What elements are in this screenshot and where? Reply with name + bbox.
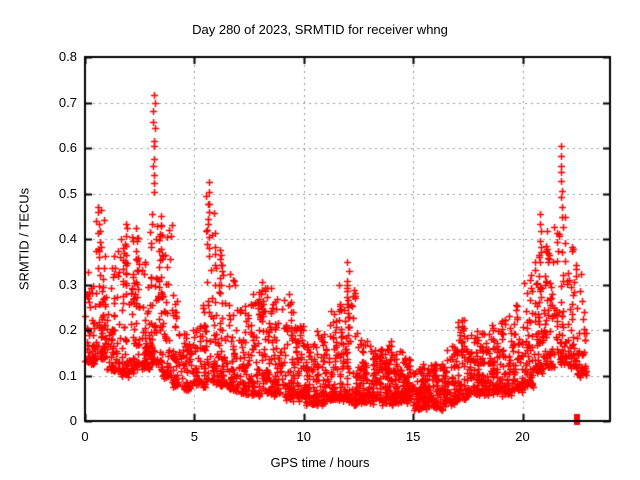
y-tick-label: 0.3 [58, 276, 77, 292]
x-tick-label: 15 [405, 429, 421, 444]
x-tick-label: 10 [296, 429, 311, 444]
y-tick-label: 0.2 [58, 322, 77, 337]
chart-title: Day 280 of 2023, SRMTID for receiver whn… [192, 22, 448, 37]
y-tick-label: 0.6 [58, 140, 77, 155]
x-axis-label: GPS time / hours [270, 455, 370, 470]
x-tick-label: 0 [81, 429, 89, 444]
y-tick-label: 0.7 [58, 94, 77, 110]
y-tick-label: 0.4 [58, 231, 77, 246]
y-tick-label: 0.5 [58, 185, 77, 201]
x-tick-label: 5 [190, 429, 198, 444]
x-tick-label: 20 [515, 429, 530, 444]
y-tick-label: 0.1 [58, 367, 77, 383]
y-tick-label: 0.8 [58, 49, 77, 64]
y-tick-label: 0 [69, 413, 77, 428]
